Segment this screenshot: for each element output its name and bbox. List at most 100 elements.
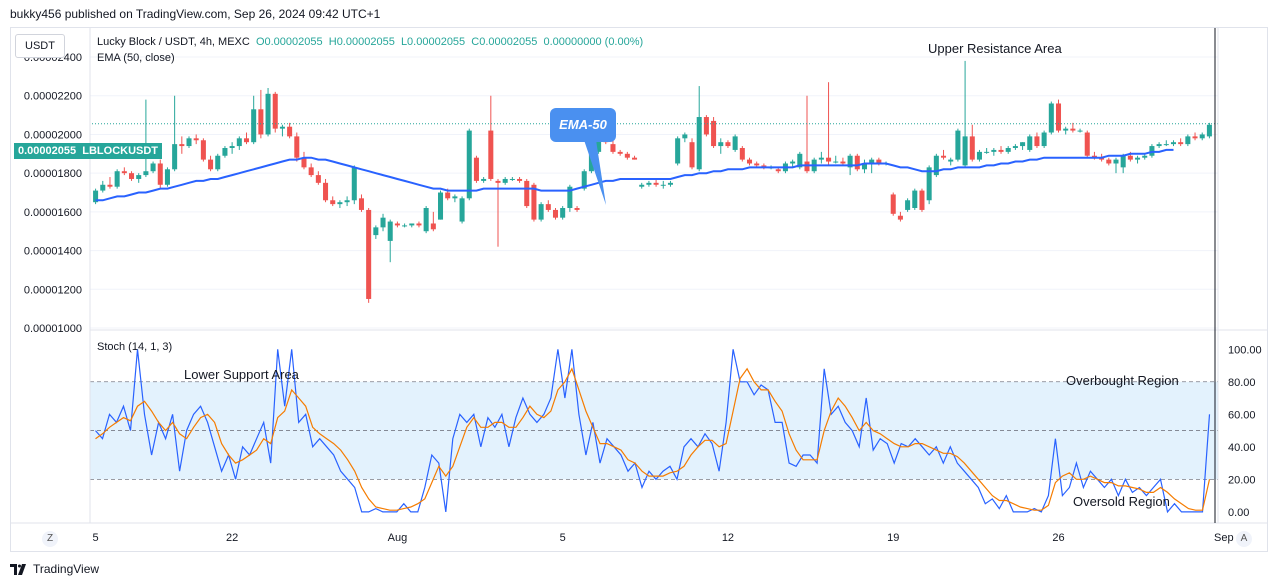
timezone-button[interactable]: Z [42,531,58,547]
candle-body [567,186,573,208]
tradingview-brand: TradingView [33,562,100,576]
candle-body [114,171,120,187]
candle-body [143,171,149,176]
candle-body [991,149,997,152]
candle-body [746,159,753,164]
candle-body [351,167,357,201]
candle-body [1048,103,1054,133]
last-price-tag: 0.00002055 LBLOCKUSDT [14,143,163,159]
candle-body [323,182,329,201]
candle-body [1199,134,1205,139]
overbought-label: Overbought Region [1066,373,1179,388]
chart-frame [10,27,1268,552]
candle-body [473,157,479,181]
candle-body [926,167,932,201]
candle-body [948,159,954,162]
candle-body [1106,159,1112,164]
time-tick-label: 5 [560,532,566,544]
candle-body [797,153,803,168]
stoch-tick-label: 100.00 [1228,344,1262,356]
price-tick-label: 0.00001600 [24,207,82,219]
candle-body [193,138,199,141]
candle-body [1206,124,1212,137]
candle-body [452,196,458,199]
candle-body [387,221,393,241]
candle-body [1170,142,1176,145]
candle-body [962,136,968,166]
candle-body [1027,136,1033,150]
candle-body [897,215,903,220]
candle-body [1135,157,1141,160]
candle-body [301,157,307,168]
currency-button[interactable]: USDT [15,34,65,58]
candle-body [689,142,695,168]
publisher-caption: bukky456 published on TradingView.com, S… [10,7,381,21]
candle-body [653,182,659,185]
candle-body [854,155,860,170]
candle-body [675,138,681,164]
time-tick-label: Sep [1214,532,1234,544]
stoch-tick-label: 0.00 [1228,507,1249,519]
stoch-legend[interactable]: Stoch (14, 1, 3) [97,341,173,353]
price-tick-label: 0.00001200 [24,284,82,296]
candle-body [531,184,537,220]
candle-body [912,190,918,208]
auto-scale-button[interactable]: A [1236,531,1252,547]
candle-body [818,157,824,160]
candle-body [1034,136,1040,147]
candle-body [1063,128,1069,131]
candle-body [107,184,113,187]
candle-body [632,157,638,160]
candle-body [459,198,465,222]
stoch-tick-label: 80.00 [1228,377,1256,389]
candle-body [646,182,652,185]
last-price-value: 0.00002055 [18,145,77,157]
candle-body [969,136,975,160]
stoch-tick-label: 60.00 [1228,409,1256,421]
time-tick-label: 12 [722,532,734,544]
candle-body [984,151,990,153]
candle-body [308,167,314,176]
stoch-d-line [95,367,1211,511]
candle-body [552,209,559,218]
candle-body [1070,128,1076,131]
candle-body [294,136,300,158]
candle-body [337,202,343,205]
stoch-tick-label: 40.00 [1228,442,1256,454]
candle-body [438,192,444,220]
candle-body [136,175,142,179]
candle-body [1005,148,1011,152]
candle-body [1020,142,1026,147]
candle-body [998,149,1004,152]
candle-body [502,178,508,183]
time-tick-label: 22 [226,532,238,544]
tradingview-footer[interactable]: TradingView [10,562,99,576]
candle-body [358,198,364,210]
candle-body [517,178,523,181]
candle-body [402,225,408,227]
ema-legend[interactable]: EMA (50, close) [97,52,175,64]
candle-body [790,161,796,164]
candle-body [560,208,566,218]
candle-body [251,109,257,143]
candle-body [718,142,724,147]
candle-body [869,159,875,164]
candle-body [215,155,221,170]
candle-body [639,184,645,187]
candle-body [775,169,781,172]
candle-body [366,209,372,299]
stoch-grid [90,381,1218,480]
time-tick-label: 19 [887,532,899,544]
candle-body [222,148,228,156]
candle-body [976,151,982,160]
candle-body [1055,103,1062,131]
candle-body [847,155,853,168]
candle-body [610,144,616,152]
candle-body [157,163,163,185]
candle-body [272,93,278,129]
candle-body [172,144,178,170]
candle-body [890,194,896,214]
candle-body [732,136,738,150]
lower-support-label: Lower Support Area [184,367,299,382]
